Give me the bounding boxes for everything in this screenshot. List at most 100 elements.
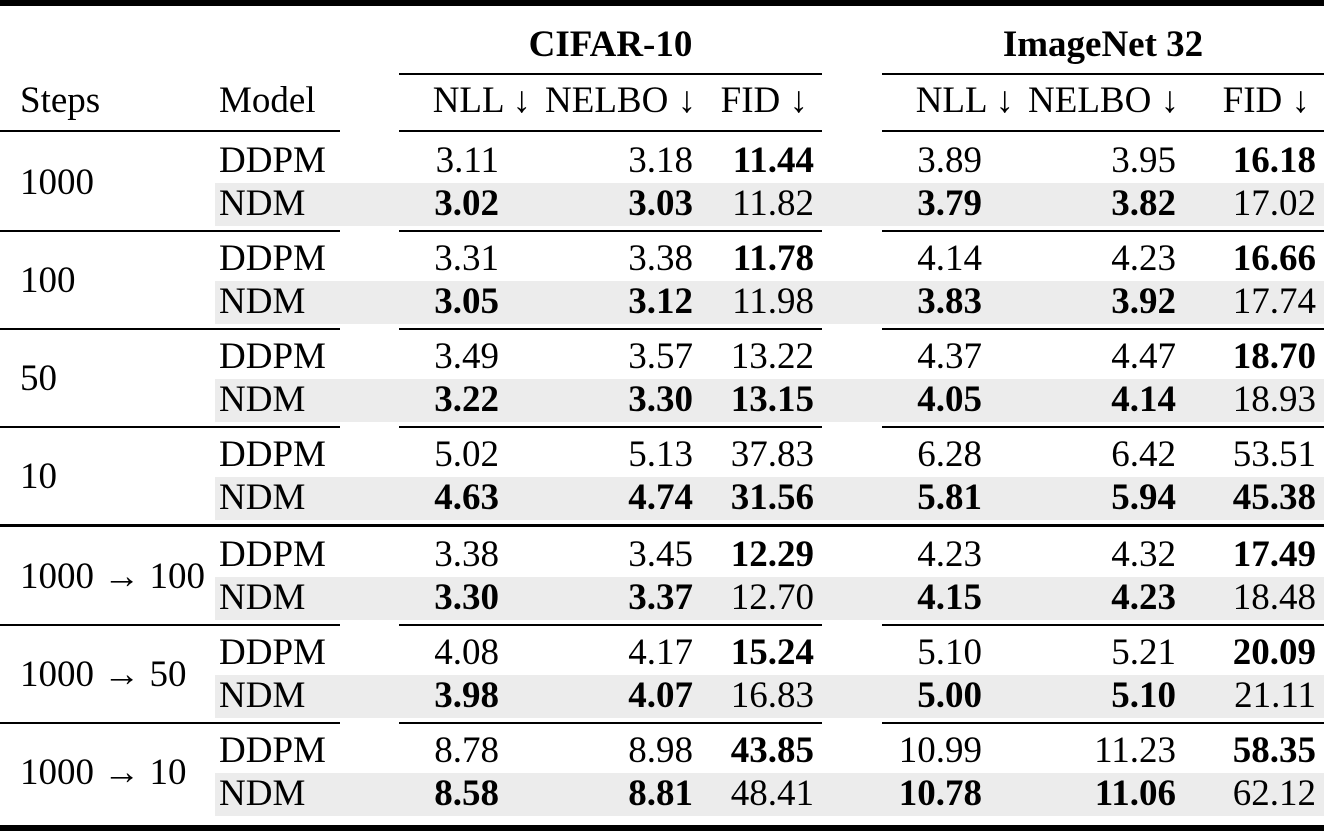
section-separator-rule	[0, 520, 1324, 534]
metric-value: 20.09	[1232, 632, 1316, 674]
dataset-header-row: CIFAR-10 ImageNet 32	[0, 6, 1324, 75]
metric-value: 3.79	[882, 183, 1028, 226]
metric-value: 13.15	[707, 379, 822, 422]
metric-value: 45.38	[1190, 477, 1324, 520]
imagenet-fid-header: FID ↓	[1222, 80, 1310, 122]
metric-value: 5.00	[882, 675, 1028, 718]
metric-value: 12.29	[730, 534, 814, 576]
metric-value: 3.05	[399, 281, 545, 324]
metric-value: 3.38	[434, 534, 499, 576]
metric-value: 4.23	[1028, 577, 1190, 620]
header-rule	[0, 128, 1324, 140]
metric-value: 3.02	[399, 183, 545, 226]
group-separator-rule	[0, 718, 1324, 730]
metric-value: 3.30	[545, 379, 707, 422]
bottom-rule	[0, 825, 1324, 831]
steps-cell: 1000	[20, 161, 94, 203]
steps-cell: 1000 → 50	[20, 653, 187, 695]
metric-value: 58.35	[1232, 730, 1316, 772]
metric-value: 5.02	[434, 434, 499, 476]
metric-value: 4.47	[1111, 336, 1176, 378]
metric-value: 17.02	[1190, 183, 1324, 226]
metric-value: 18.70	[1232, 336, 1316, 378]
metric-value: 17.74	[1190, 281, 1324, 324]
metric-value: 18.93	[1190, 379, 1324, 422]
model-cell: NDM	[215, 477, 399, 520]
group-separator-rule	[0, 422, 1324, 434]
metric-value: 5.10	[1028, 675, 1190, 718]
metric-value: 4.14	[1028, 379, 1190, 422]
metric-value: 4.37	[917, 336, 982, 378]
table-row-highlighted: NDM 3.05 3.12 11.98 3.83 3.92 17.74	[0, 281, 1324, 324]
metric-value: 13.22	[730, 336, 814, 378]
metric-value: 16.83	[707, 675, 822, 718]
metric-value: 5.81	[882, 477, 1028, 520]
metric-value: 3.18	[628, 140, 693, 182]
metric-value: 43.85	[730, 730, 814, 772]
metric-value: 15.24	[730, 632, 814, 674]
metric-value: 3.95	[1111, 140, 1176, 182]
table-row-highlighted: NDM 4.63 4.74 31.56 5.81 5.94 45.38	[0, 477, 1324, 520]
metric-value: 3.30	[399, 577, 545, 620]
metric-value: 3.31	[434, 238, 499, 280]
model-cell: DDPM	[219, 140, 326, 182]
metric-value: 11.23	[1094, 730, 1176, 772]
group-separator-rule	[0, 324, 1324, 336]
metric-value: 3.89	[917, 140, 982, 182]
group-separator-rule	[0, 226, 1324, 238]
metric-header-row: Steps Model NLL ↓ NELBO ↓ FID ↓ NLL ↓ NE…	[0, 74, 1324, 128]
metric-value: 4.32	[1111, 534, 1176, 576]
steps-cell: 50	[20, 357, 57, 399]
group-separator-rule	[0, 620, 1324, 632]
metric-value: 37.83	[730, 434, 814, 476]
metric-value: 11.06	[1028, 773, 1190, 816]
metric-value: 3.57	[628, 336, 693, 378]
metric-value: 4.05	[882, 379, 1028, 422]
metric-value: 3.83	[882, 281, 1028, 324]
table-row: 100 DDPM 3.31 3.38 11.78 4.14 4.23 16.66	[0, 238, 1324, 299]
imagenet-nelbo-header: NELBO ↓	[1028, 80, 1180, 122]
metric-value: 3.82	[1028, 183, 1190, 226]
table-row-highlighted: NDM 3.02 3.03 11.82 3.79 3.82 17.02	[0, 183, 1324, 226]
steps-cell: 100	[20, 259, 76, 301]
column-gap	[822, 74, 882, 128]
metric-value: 3.49	[434, 336, 499, 378]
metric-value: 4.74	[545, 477, 707, 520]
table-row-highlighted: NDM 3.98 4.07 16.83 5.00 5.10 21.11	[0, 675, 1324, 718]
steps-cell: 10	[20, 455, 57, 497]
metric-value: 10.78	[882, 773, 1028, 816]
model-cell: DDPM	[219, 632, 326, 674]
metric-value: 4.23	[1111, 238, 1176, 280]
metric-value: 5.13	[628, 434, 693, 476]
metric-value: 3.11	[435, 140, 499, 182]
metric-value: 53.51	[1232, 434, 1316, 476]
imagenet-nll-header: NLL ↓	[915, 80, 1014, 122]
metric-value: 10.99	[898, 730, 982, 772]
table-row-highlighted: NDM 3.22 3.30 13.15 4.05 4.14 18.93	[0, 379, 1324, 422]
metric-value: 11.44	[732, 140, 814, 182]
metric-value: 11.78	[732, 238, 814, 280]
metric-value: 8.81	[545, 773, 707, 816]
metric-value: 4.14	[917, 238, 982, 280]
metric-value: 3.22	[399, 379, 545, 422]
metric-value: 3.92	[1028, 281, 1190, 324]
metric-value: 5.21	[1111, 632, 1176, 674]
metric-value: 21.11	[1190, 675, 1324, 718]
model-cell: DDPM	[219, 238, 326, 280]
model-cell: NDM	[215, 773, 399, 816]
metric-value: 6.28	[917, 434, 982, 476]
metric-value: 18.48	[1190, 577, 1324, 620]
metric-value: 5.94	[1028, 477, 1190, 520]
metric-value: 3.45	[628, 534, 693, 576]
metric-value: 48.41	[707, 773, 822, 816]
metric-value: 4.23	[917, 534, 982, 576]
model-cell: DDPM	[219, 434, 326, 476]
model-cell: NDM	[215, 675, 399, 718]
metric-value: 11.82	[707, 183, 822, 226]
model-cell: NDM	[215, 183, 399, 226]
model-cell: DDPM	[219, 534, 326, 576]
steps-cell: 1000 → 10	[20, 751, 187, 793]
metric-value: 4.07	[545, 675, 707, 718]
empty-header	[0, 6, 399, 74]
table-row: 1000 → 50 DDPM 4.08 4.17 15.24 5.10 5.21…	[0, 632, 1324, 693]
